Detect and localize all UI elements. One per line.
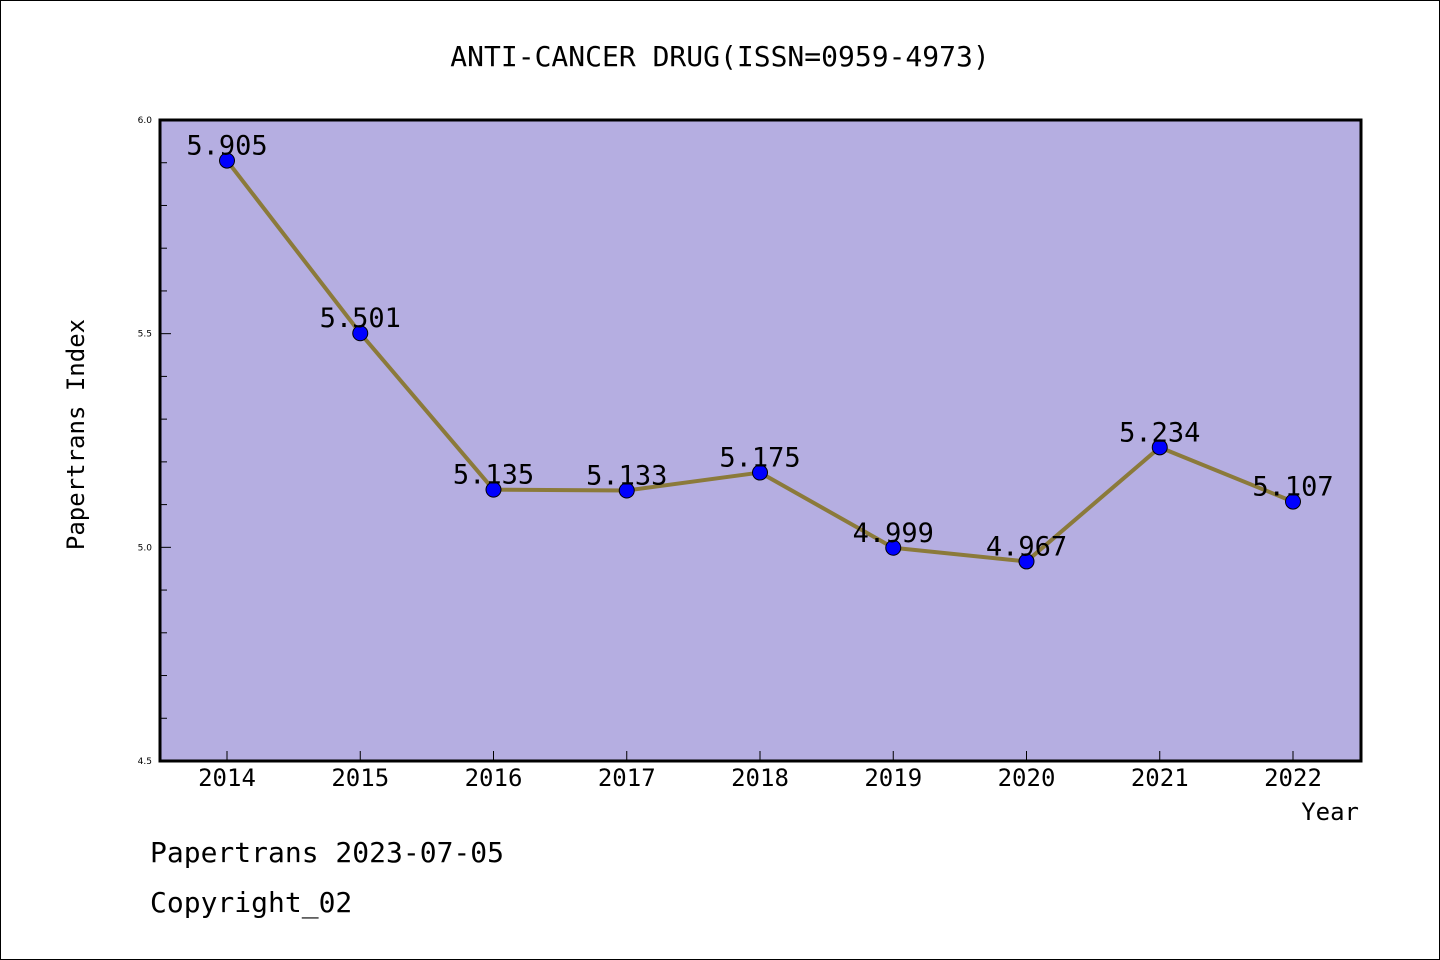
y-axis-label: Papertrans Index bbox=[62, 319, 90, 550]
data-point-marker bbox=[1018, 553, 1035, 570]
x-axis-label: Year bbox=[1301, 798, 1359, 826]
x-tick-label: 2015 bbox=[331, 764, 389, 792]
data-label: 5.501 bbox=[320, 303, 401, 334]
data-point-marker bbox=[1285, 493, 1301, 510]
data-label: 5.133 bbox=[586, 460, 667, 491]
x-tick-label: 2016 bbox=[465, 764, 523, 792]
series-layer bbox=[219, 152, 1301, 570]
x-tick-label: 2014 bbox=[198, 764, 256, 792]
x-tick-label: 2020 bbox=[998, 764, 1056, 792]
data-point-marker bbox=[752, 464, 768, 481]
x-tick-label: 2018 bbox=[731, 764, 789, 792]
data-point-marker bbox=[885, 539, 902, 556]
y-axis: 4.5 5.0 5.5 6.0 bbox=[138, 116, 171, 767]
x-axis: 2014 2015 2016 2017 2018 2019 2020 2021 2022 bbox=[198, 751, 1322, 792]
x-tick-label: 2022 bbox=[1264, 764, 1322, 792]
data-point-marker bbox=[1151, 439, 1168, 456]
chart-title: ANTI-CANCER DRUG(ISSN=0959-4973) bbox=[450, 40, 989, 73]
data-label: 5.107 bbox=[1252, 472, 1333, 503]
data-label: 4.999 bbox=[853, 518, 934, 549]
data-label: 4.967 bbox=[986, 531, 1067, 562]
footer-date: Papertrans 2023-07-05 bbox=[150, 836, 505, 869]
data-label: 5.175 bbox=[719, 443, 800, 474]
y-tick-label: 5.5 bbox=[138, 330, 152, 340]
y-tick-label: 6.0 bbox=[138, 116, 153, 126]
data-point-marker bbox=[219, 152, 235, 169]
x-tick-label: 2017 bbox=[598, 764, 656, 792]
data-point-marker bbox=[352, 325, 369, 342]
footer-copyright: Copyright_02 bbox=[150, 886, 353, 919]
data-label: 5.905 bbox=[186, 131, 267, 162]
data-label: 5.135 bbox=[453, 460, 534, 491]
data-point-marker bbox=[485, 481, 502, 498]
x-tick-label: 2019 bbox=[864, 764, 922, 792]
data-label: 5.234 bbox=[1119, 417, 1200, 448]
data-label-layer: 5.905 5.501 5.135 5.133 5.175 4.999 4.967 5.234… bbox=[186, 131, 1333, 563]
x-tick-label: 2021 bbox=[1131, 764, 1189, 792]
y-tick-label: 4.5 bbox=[138, 757, 152, 767]
data-point-marker bbox=[618, 482, 635, 499]
y-tick-label: 5.0 bbox=[138, 543, 153, 553]
